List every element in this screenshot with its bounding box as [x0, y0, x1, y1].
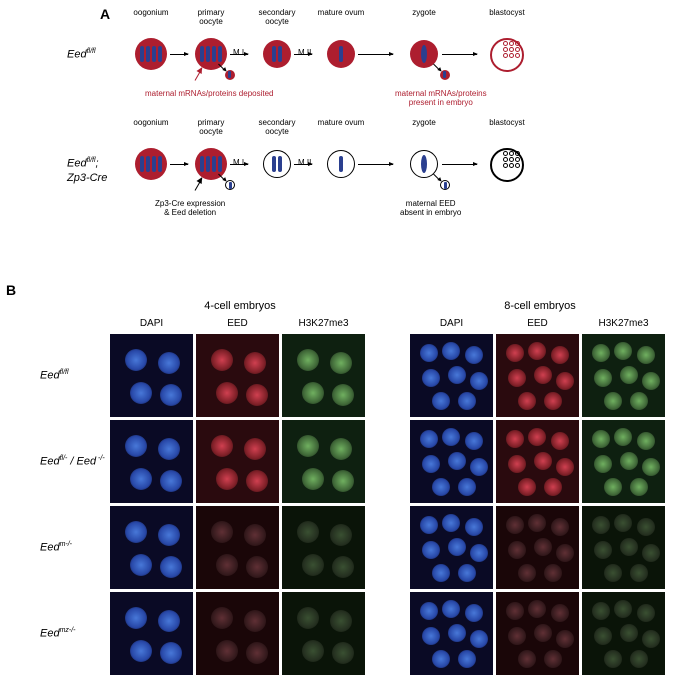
- embryo-image-eed: [196, 506, 279, 589]
- column-header: H3K27me3: [282, 318, 365, 329]
- embryo-image-h3k27me3: [582, 420, 665, 503]
- row-genotype-label: Eedfl/fl: [40, 369, 69, 382]
- embryo-image-eed: [196, 592, 279, 675]
- embryo-image-h3k27me3: [282, 506, 365, 589]
- phase-label: M II: [298, 48, 311, 57]
- cell-secondary-oocyte: [263, 150, 291, 178]
- stage-label: zygote: [399, 118, 449, 127]
- pointer-arrow-icon: [195, 68, 203, 81]
- arrow-icon: [358, 164, 393, 165]
- embryo-image-h3k27me3: [282, 592, 365, 675]
- genotype-label: Eedfl/fl;Zp3-Cre: [67, 156, 107, 185]
- column-header: H3K27me3: [582, 318, 665, 329]
- stage-label: mature ovum: [316, 118, 366, 127]
- phase-label: M I: [233, 48, 244, 57]
- column-header: EED: [196, 318, 279, 329]
- embryo-image-h3k27me3: [582, 334, 665, 417]
- arrow-icon: [442, 164, 477, 165]
- embryo-image-eed: [496, 420, 579, 503]
- embryo-image-dapi: [410, 592, 493, 675]
- polar-body: [440, 70, 450, 80]
- cell-secondary-oocyte: [263, 40, 291, 68]
- stage-label: zygote: [399, 8, 449, 17]
- phase-label: M II: [298, 158, 311, 167]
- row-genotype-label: Eedmz-/-: [40, 627, 76, 640]
- pointer-arrow-icon: [195, 178, 203, 191]
- annotation-text: Zp3-Cre expression& Eed deletion: [155, 200, 225, 218]
- embryo-image-dapi: [110, 334, 193, 417]
- arrow-icon: [170, 164, 188, 165]
- panel-b-label: B: [6, 282, 16, 298]
- stage-label: blastocyst: [482, 118, 532, 127]
- annotation-text: maternal EEDabsent in embryo: [400, 200, 461, 218]
- embryo-grid-8cell: [410, 334, 665, 675]
- embryo-image-dapi: [110, 506, 193, 589]
- annotation-text: maternal mRNAs/proteinspresent in embryo: [395, 90, 487, 108]
- stage-label: primary oocyte: [186, 8, 236, 26]
- stage-label: primary oocyte: [186, 118, 236, 136]
- genotype-label: Eedfl/fl: [67, 48, 96, 61]
- arrow-icon: [358, 54, 393, 55]
- embryo-image-eed: [196, 420, 279, 503]
- stage-label: blastocyst: [482, 8, 532, 17]
- embryo-image-h3k27me3: [282, 420, 365, 503]
- annotation-text: maternal mRNAs/proteins deposited: [145, 90, 274, 99]
- cell-oogonium: [135, 148, 167, 180]
- blastocyst: [490, 38, 524, 72]
- arrow-icon: [170, 54, 188, 55]
- arrow-icon: [442, 54, 477, 55]
- embryo-image-dapi: [110, 420, 193, 503]
- embryo-image-eed: [496, 506, 579, 589]
- polar-body: [440, 180, 450, 190]
- blastocyst: [490, 148, 524, 182]
- stage-label: secondary oocyte: [252, 118, 302, 136]
- embryo-image-h3k27me3: [582, 592, 665, 675]
- embryo-image-dapi: [410, 334, 493, 417]
- embryo-image-eed: [496, 592, 579, 675]
- embryo-image-eed: [196, 334, 279, 417]
- embryo-image-h3k27me3: [582, 506, 665, 589]
- phase-label: M I: [233, 158, 244, 167]
- cell-oogonium: [135, 38, 167, 70]
- polar-body: [225, 70, 235, 80]
- arrow-icon: [433, 174, 441, 182]
- row-genotype-label: Eedm-/-: [40, 541, 72, 554]
- polar-body: [225, 180, 235, 190]
- group-header-4cell: 4-cell embryos: [110, 300, 370, 312]
- embryo-grid-4cell: [110, 334, 365, 675]
- column-header: DAPI: [410, 318, 493, 329]
- embryo-image-dapi: [410, 420, 493, 503]
- embryo-image-eed: [496, 334, 579, 417]
- row-genotype-label: Eedfl/- / Eed -/-: [40, 455, 105, 468]
- cell-mature-ovum: [327, 150, 355, 178]
- stage-label: mature ovum: [316, 8, 366, 17]
- embryo-image-h3k27me3: [282, 334, 365, 417]
- panel-a-diagram: Eedfl/floogoniumprimary oocytesecondary …: [75, 18, 675, 238]
- stage-label: oogonium: [126, 118, 176, 127]
- embryo-image-dapi: [410, 506, 493, 589]
- stage-label: oogonium: [126, 8, 176, 17]
- arrow-icon: [433, 64, 441, 72]
- column-header: DAPI: [110, 318, 193, 329]
- cell-mature-ovum: [327, 40, 355, 68]
- stage-label: secondary oocyte: [252, 8, 302, 26]
- column-header: EED: [496, 318, 579, 329]
- embryo-image-dapi: [110, 592, 193, 675]
- group-header-8cell: 8-cell embryos: [410, 300, 670, 312]
